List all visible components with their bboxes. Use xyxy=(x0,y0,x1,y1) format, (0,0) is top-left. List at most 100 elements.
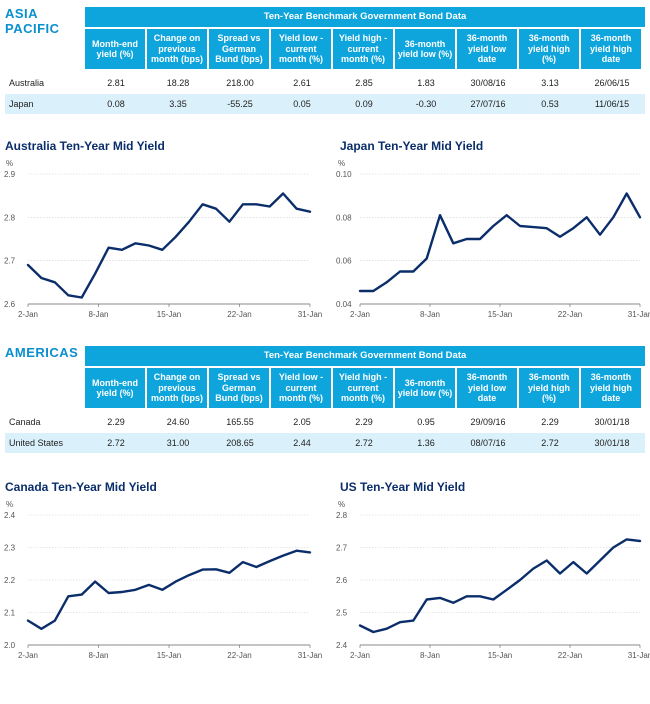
table-cell: 24.60 xyxy=(166,417,190,427)
line-chart-japan: % 0.10 0.08 0.06 0.042-Jan 8-Jan 15-Jan 22-Jan 3… xyxy=(336,159,650,319)
axis-unit-label: % xyxy=(338,159,345,168)
table-cell: 165.55 xyxy=(226,417,254,427)
column-header: 36-month yield low (%) xyxy=(395,368,455,408)
axis-unit-label: % xyxy=(338,500,345,509)
region-label-asia-pacific: ASIA PACIFIC xyxy=(5,6,60,36)
column-header: 36-month yield low (%) xyxy=(395,29,455,69)
bond-table-americas: Ten-Year Benchmark Government Bond Data … xyxy=(5,346,645,458)
x-tick-label: 8-Jan xyxy=(420,651,440,660)
table-title: Ten-Year Benchmark Government Bond Data xyxy=(85,7,645,27)
y-tick-label: 2.8 xyxy=(336,511,348,520)
table-cell: 2.29 xyxy=(107,417,125,427)
x-tick-label: 31-Jan xyxy=(298,310,322,319)
table-cell: 2.85 xyxy=(355,78,373,88)
line-chart-us: % 2.8 2.7 2.6 2.5 2.42-Jan 8-Jan 15-Jan 22-Jan 31… xyxy=(336,500,650,660)
y-tick-label: 2.6 xyxy=(4,300,16,309)
table-cell: 0.95 xyxy=(417,417,435,427)
chart-title: Japan Ten-Year Mid Yield xyxy=(340,139,484,153)
y-tick-label: 2.9 xyxy=(4,170,16,179)
x-tick-label: 31-Jan xyxy=(628,651,650,660)
row-label: Australia xyxy=(9,78,45,88)
column-header: 36-month yield high date xyxy=(581,368,641,408)
x-tick-label: 31-Jan xyxy=(628,310,650,319)
column-header: 36-month yield low date xyxy=(457,368,517,408)
table-cell: 27/07/16 xyxy=(470,99,506,109)
chart-title: Canada Ten-Year Mid Yield xyxy=(5,480,157,494)
table-cell: -55.25 xyxy=(227,99,253,109)
y-tick-label: 2.7 xyxy=(336,544,348,553)
table-cell: 30/01/18 xyxy=(594,438,630,448)
table-row: Australia 2.81 18.28 218.00 2.61 2.85 1.… xyxy=(5,73,645,93)
column-header: 36-month yield high date xyxy=(581,29,641,69)
table-cell: 29/09/16 xyxy=(470,417,506,427)
x-tick-label: 8-Jan xyxy=(88,651,108,660)
x-tick-label: 15-Jan xyxy=(157,310,181,319)
row-label: Canada xyxy=(9,417,41,427)
y-tick-label: 0.06 xyxy=(336,257,352,266)
table-cell: 2.61 xyxy=(293,78,311,88)
y-tick-label: 0.04 xyxy=(336,300,352,309)
chart-title: US Ten-Year Mid Yield xyxy=(340,480,466,494)
column-header: 36-month yield low date xyxy=(457,29,517,69)
x-tick-label: 8-Jan xyxy=(88,310,108,319)
y-tick-label: 2.4 xyxy=(4,511,16,520)
row-label: United States xyxy=(9,438,64,448)
y-tick-label: 2.1 xyxy=(4,609,16,618)
x-tick-label: 2-Jan xyxy=(18,310,38,319)
column-header: Month-end yield (%) xyxy=(85,368,145,408)
table-row: Canada 2.29 24.60 165.55 2.05 2.29 0.95 … xyxy=(5,412,645,432)
table-cell: 208.65 xyxy=(226,438,254,448)
table-cell: 0.08 xyxy=(107,99,125,109)
series-line xyxy=(358,192,642,293)
column-header: Yield high - current month (%) xyxy=(333,368,393,408)
y-tick-label: 2.8 xyxy=(4,213,16,222)
table-cell: 3.13 xyxy=(541,78,559,88)
table-cell: 0.05 xyxy=(293,99,311,109)
region-label-line: AMERICAS xyxy=(5,345,79,360)
column-header: Yield high - current month (%) xyxy=(333,29,393,69)
column-header: Yield low - current month (%) xyxy=(271,29,331,69)
table-cell: 2.72 xyxy=(541,438,559,448)
x-tick-label: 22-Jan xyxy=(558,310,582,319)
table-cell: 3.35 xyxy=(169,99,187,109)
table-cell: 2.29 xyxy=(541,417,559,427)
column-header: Yield low - current month (%) xyxy=(271,368,331,408)
x-tick-label: 2-Jan xyxy=(18,651,38,660)
table-cell: 11/06/15 xyxy=(594,99,630,109)
column-header: Spread vs German Bund (bps) xyxy=(209,368,269,408)
table-header-row: Month-end yield (%) Change on previous m… xyxy=(85,368,641,408)
table-cell: 2.29 xyxy=(355,417,373,427)
table-title: Ten-Year Benchmark Government Bond Data xyxy=(85,346,645,366)
table-cell: 2.72 xyxy=(107,438,125,448)
table-cell: 2.44 xyxy=(293,438,311,448)
y-tick-label: 2.6 xyxy=(336,576,348,585)
y-tick-label: 0.08 xyxy=(336,213,352,222)
x-tick-label: 15-Jan xyxy=(488,310,512,319)
column-header: Change on previous month (bps) xyxy=(147,29,207,69)
region-label-americas: AMERICAS xyxy=(5,345,78,360)
line-chart-canada: % 2.4 2.3 2.2 2.1 2.02-Jan 8-Jan 15-Jan 22-Jan 31… xyxy=(4,500,322,660)
table-cell: 0.53 xyxy=(541,99,559,109)
table-cell: 30/01/18 xyxy=(594,417,630,427)
axis-unit-label: % xyxy=(6,500,13,509)
series-line xyxy=(26,549,312,631)
column-header: Month-end yield (%) xyxy=(85,29,145,69)
x-tick-label: 2-Jan xyxy=(350,651,370,660)
x-tick-label: 15-Jan xyxy=(488,651,512,660)
bond-table-asia-pacific: Ten-Year Benchmark Government Bond Data … xyxy=(5,7,645,119)
y-tick-label: 2.5 xyxy=(336,609,348,618)
y-tick-label: 2.3 xyxy=(4,544,16,553)
y-tick-label: 2.4 xyxy=(336,641,348,650)
table-cell: 2.05 xyxy=(293,417,311,427)
x-tick-label: 22-Jan xyxy=(558,651,582,660)
column-header: Spread vs German Bund (bps) xyxy=(209,29,269,69)
table-cell: 31.00 xyxy=(166,438,190,448)
chart-title: Australia Ten-Year Mid Yield xyxy=(5,139,165,153)
x-tick-label: 2-Jan xyxy=(350,310,370,319)
x-tick-label: 15-Jan xyxy=(157,651,181,660)
y-tick-label: 2.0 xyxy=(4,641,16,650)
x-tick-label: 31-Jan xyxy=(298,651,322,660)
table-cell: 08/07/16 xyxy=(470,438,506,448)
region-label-line: PACIFIC xyxy=(5,21,60,36)
table-cell: 26/06/15 xyxy=(594,78,630,88)
